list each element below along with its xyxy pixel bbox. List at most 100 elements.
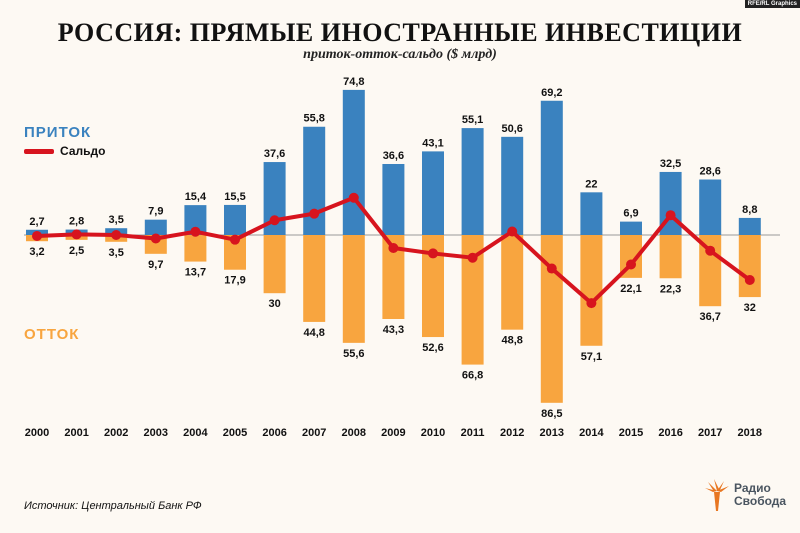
year-tick-label: 2004 bbox=[183, 427, 208, 439]
year-tick-label: 2011 bbox=[461, 427, 485, 439]
year-tick-label: 2012 bbox=[500, 427, 524, 439]
inflow-label: 15,4 bbox=[185, 191, 207, 203]
year-tick-label: 2009 bbox=[381, 427, 405, 439]
inflow-bar bbox=[461, 128, 484, 235]
outflow-label: 86,5 bbox=[541, 408, 562, 420]
net-point bbox=[190, 226, 201, 237]
net-point bbox=[348, 192, 359, 203]
inflow-label: 43,1 bbox=[422, 137, 443, 149]
outflow-bar bbox=[580, 235, 603, 346]
inflow-label: 6,9 bbox=[623, 208, 638, 220]
radio-svoboda-logo: Радио Свобода bbox=[704, 478, 786, 512]
inflow-bar bbox=[342, 89, 365, 235]
net-point bbox=[269, 215, 280, 226]
inflow-label: 8,8 bbox=[742, 204, 757, 216]
year-tick-label: 2017 bbox=[698, 427, 722, 439]
inflow-bar bbox=[224, 204, 246, 235]
credit-label: RFE/RL Graphics bbox=[744, 0, 800, 8]
legend-net: Сальдо bbox=[24, 144, 105, 158]
year-tick-label: 2015 bbox=[619, 427, 643, 439]
net-point bbox=[665, 210, 676, 221]
outflow-label: 2,5 bbox=[69, 245, 84, 257]
inflow-bar bbox=[738, 217, 761, 235]
year-tick-label: 2016 bbox=[658, 427, 682, 439]
outflow-bar bbox=[461, 235, 484, 365]
outflow-label: 9,7 bbox=[148, 259, 163, 271]
year-tick-label: 2002 bbox=[104, 427, 128, 439]
outflow-label: 22,3 bbox=[660, 283, 681, 295]
inflow-bar bbox=[501, 136, 524, 235]
inflow-label: 55,8 bbox=[303, 113, 324, 125]
outflow-label: 30 bbox=[268, 298, 280, 310]
outflow-label: 66,8 bbox=[462, 370, 483, 382]
inflow-label: 50,6 bbox=[501, 123, 522, 135]
outflow-bar bbox=[659, 235, 682, 279]
outflow-label: 3,5 bbox=[109, 247, 124, 259]
outflow-label: 43,3 bbox=[383, 324, 404, 336]
outflow-bar bbox=[342, 235, 365, 343]
outflow-bar bbox=[263, 235, 286, 294]
inflow-bar bbox=[699, 179, 722, 235]
net-point bbox=[546, 263, 557, 274]
outflow-bar bbox=[303, 235, 326, 322]
outflow-bar bbox=[540, 235, 563, 403]
outflow-label: 22,1 bbox=[620, 283, 641, 295]
outflow-bar bbox=[382, 235, 405, 320]
logo-line1: Радио bbox=[734, 481, 771, 495]
legend-net-swatch bbox=[24, 148, 54, 154]
legend-inflow: ПРИТОК bbox=[24, 124, 92, 141]
outflow-bar bbox=[501, 235, 524, 330]
year-tick-label: 2013 bbox=[540, 427, 564, 439]
inflow-bar bbox=[184, 205, 207, 235]
outflow-label: 44,8 bbox=[303, 327, 324, 339]
inflow-bar bbox=[303, 126, 326, 235]
inflow-bar bbox=[580, 192, 603, 235]
outflow-label: 52,6 bbox=[422, 342, 443, 354]
inflow-label: 15,5 bbox=[224, 191, 245, 203]
inflow-label: 55,1 bbox=[462, 114, 483, 126]
legend-net-label: Сальдо bbox=[60, 144, 106, 158]
net-point bbox=[32, 230, 42, 241]
outflow-bar bbox=[422, 235, 444, 338]
inflow-label: 74,8 bbox=[343, 76, 364, 88]
source-note: Источник: Центральный Банк РФ bbox=[24, 500, 202, 512]
inflow-bar bbox=[620, 221, 642, 235]
net-point bbox=[705, 245, 716, 256]
torch-icon bbox=[705, 479, 729, 511]
outflow-label: 36,7 bbox=[699, 311, 720, 323]
inflow-label: 22 bbox=[585, 178, 597, 190]
inflow-bar bbox=[144, 219, 167, 235]
net-point bbox=[71, 229, 82, 240]
outflow-label: 55,6 bbox=[343, 348, 364, 360]
net-point bbox=[150, 233, 161, 244]
net-point bbox=[388, 242, 399, 253]
year-tick-label: 2003 bbox=[144, 427, 168, 439]
net-point bbox=[309, 208, 320, 219]
net-point bbox=[586, 298, 597, 309]
inflow-label: 7,9 bbox=[148, 206, 163, 218]
inflow-label: 3,5 bbox=[109, 214, 124, 226]
outflow-label: 32 bbox=[744, 302, 756, 314]
net-point bbox=[507, 226, 518, 237]
inflow-label: 28,6 bbox=[699, 166, 720, 178]
year-tick-label: 2018 bbox=[738, 427, 762, 439]
outflow-label: 17,9 bbox=[224, 275, 245, 287]
inflow-bar bbox=[422, 151, 444, 235]
inflow-label: 37,6 bbox=[264, 148, 285, 160]
inflow-bar bbox=[540, 100, 563, 235]
inflow-bar bbox=[382, 163, 405, 235]
net-point bbox=[230, 234, 240, 245]
year-tick-label: 2008 bbox=[342, 427, 366, 439]
outflow-label: 57,1 bbox=[581, 351, 602, 363]
inflow-label: 69,2 bbox=[541, 87, 562, 99]
logo-line2: Свобода bbox=[734, 494, 787, 508]
inflow-bar bbox=[263, 162, 286, 235]
inflow-label: 2,8 bbox=[69, 216, 84, 228]
outflow-label: 13,7 bbox=[185, 267, 206, 279]
chart-subtitle: приток-отток-сальдо ($ млрд) bbox=[303, 47, 497, 62]
year-tick-label: 2001 bbox=[64, 427, 88, 439]
inflow-label: 32,5 bbox=[660, 158, 681, 170]
year-tick-label: 2010 bbox=[421, 427, 445, 439]
year-tick-label: 2000 bbox=[25, 427, 49, 439]
